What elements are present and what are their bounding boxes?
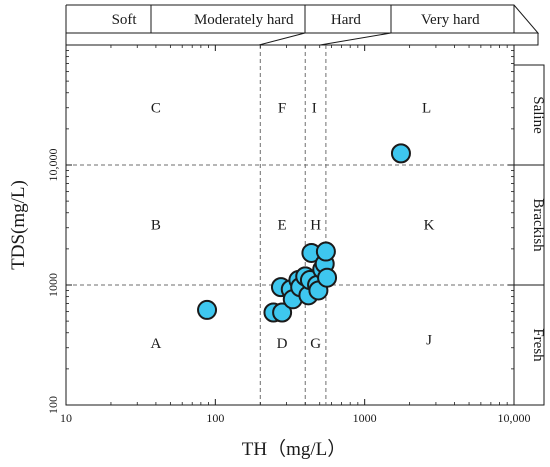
x-tick-label-0: 10	[60, 411, 72, 425]
zone-label-A: A	[150, 336, 161, 352]
zone-label-G: G	[310, 336, 321, 352]
header-callout-shape	[65, 4, 540, 34]
grid-lines	[66, 45, 514, 405]
y-tick-label-2: 10,000	[46, 149, 60, 182]
zone-labels: C F I L B E H K A D G J	[150, 101, 434, 352]
plot-frame	[65, 44, 515, 406]
y-tick-label-0: 100	[46, 396, 60, 414]
salinity-band-frame	[513, 64, 545, 406]
hardness-labels: Soft Moderately hard Hard Very hard	[112, 12, 481, 28]
header-funnel-shape	[65, 32, 539, 46]
zone-label-L: L	[422, 101, 431, 117]
hardness-label-2: Hard	[331, 12, 361, 28]
data-point-17	[317, 267, 338, 288]
salinity-label-1: Brackish	[530, 198, 546, 252]
zone-label-E: E	[278, 217, 287, 233]
zone-label-F: F	[278, 101, 286, 117]
zone-label-B: B	[151, 217, 161, 233]
data-point-2	[272, 302, 293, 323]
hardness-label-0: Soft	[112, 12, 138, 28]
zone-label-D: D	[277, 336, 288, 352]
zone-label-K: K	[424, 217, 435, 233]
salinity-label-2: Fresh	[530, 328, 546, 362]
data-point-0	[197, 299, 218, 320]
x-tick-label-2: 1000	[353, 411, 377, 425]
x-tick-label-3: 10,000	[498, 411, 531, 425]
y-axis-label: TDS(mg/L)	[8, 180, 29, 270]
hardness-label-3: Very hard	[421, 12, 480, 28]
hardness-class-header: Soft Moderately hard Hard Very hard	[65, 4, 540, 46]
zone-label-I: I	[312, 101, 317, 117]
data-point-16	[315, 241, 336, 262]
x-tick-label-1: 100	[206, 411, 224, 425]
zone-label-J: J	[426, 333, 432, 349]
x-axis-label: TH（mg/L）	[242, 438, 347, 460]
data-points	[197, 143, 411, 323]
salinity-labels: Saline Brackish Fresh	[514, 96, 546, 362]
zone-label-H: H	[310, 217, 321, 233]
y-tick-label-1: 1000	[46, 273, 60, 297]
data-point-18	[390, 143, 411, 164]
hardness-label-1: Moderately hard	[194, 12, 294, 28]
zone-label-C: C	[151, 101, 161, 117]
salinity-class-band: Saline Brackish Fresh	[513, 64, 546, 406]
salinity-label-0: Saline	[530, 96, 546, 134]
